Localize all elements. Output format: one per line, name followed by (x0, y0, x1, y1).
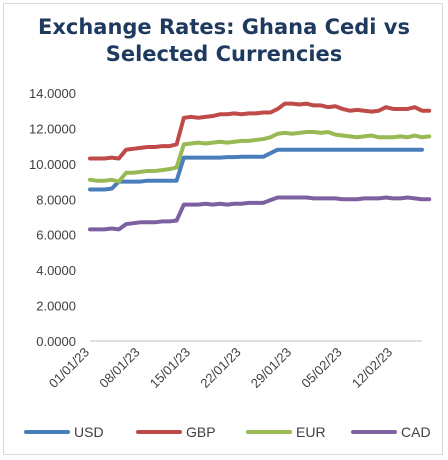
series-line-usd (88, 147, 424, 192)
legend-label-usd: USD (74, 424, 104, 440)
series-line-cad (88, 195, 432, 232)
y-tick-label: 8.0000 (36, 192, 76, 207)
chart-frame (3, 3, 443, 455)
x-tick-label: 01/01/23 (46, 345, 92, 391)
legend-label-eur: EUR (296, 424, 326, 440)
y-tick-label: 4.0000 (36, 263, 76, 278)
x-axis-labels: 01/01/23 08/01/23 15/01/23 22/01/23 29/01/23… (46, 345, 396, 391)
y-tick-label: 14.0000 (29, 86, 76, 101)
x-tick-label: 22/01/23 (197, 345, 243, 391)
x-tick-label: 08/01/23 (96, 345, 142, 391)
chart-title-line-2: Selected Currencies (105, 42, 343, 66)
chart-title-line-1: Exchange Rates: Ghana Cedi vs (37, 15, 410, 39)
x-tick-label: 12/02/23 (349, 345, 395, 391)
y-axis-labels: 0.0000 2.0000 4.0000 6.0000 8.0000 10.0000 12.… (29, 86, 76, 349)
y-tick-label: 10.0000 (29, 157, 76, 172)
y-tick-label: 0.0000 (36, 334, 76, 349)
series-line-eur (88, 129, 432, 184)
x-tick-label: 29/01/23 (248, 345, 294, 391)
series-line-gbp (88, 101, 432, 161)
x-tick-label: 15/01/23 (147, 345, 193, 391)
x-tick-label: 05/02/23 (298, 345, 344, 391)
y-tick-label: 12.0000 (29, 121, 76, 136)
legend: USD GBP EUR CAD (24, 424, 431, 440)
legend-label-cad: CAD (401, 424, 431, 440)
chart-title: Exchange Rates: Ghana Cedi vs Selected C… (0, 14, 448, 68)
y-tick-label: 6.0000 (36, 228, 76, 243)
series-lines (88, 101, 432, 232)
y-tick-label: 2.0000 (36, 299, 76, 314)
legend-label-gbp: GBP (186, 424, 216, 440)
